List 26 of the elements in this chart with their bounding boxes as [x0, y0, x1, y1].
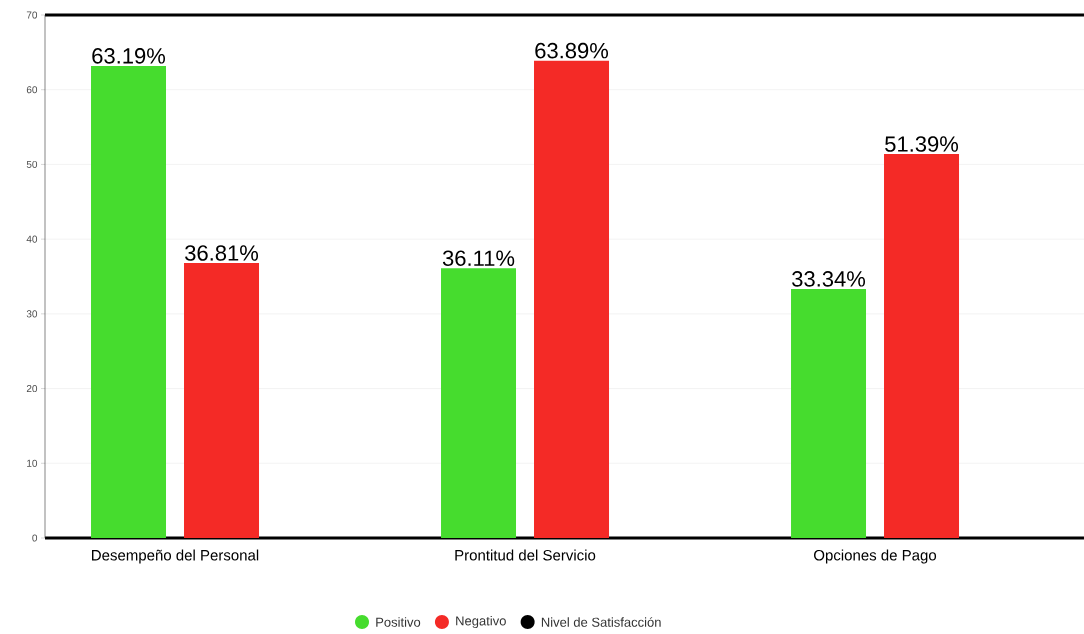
y-tick-label: 0	[32, 534, 38, 542]
y-tick-label: 50	[26, 160, 38, 168]
bar	[884, 154, 960, 538]
y-tick-label: 60	[26, 86, 38, 94]
bar	[441, 268, 517, 538]
y-tick-label: 70	[26, 11, 38, 19]
bar	[184, 262, 260, 538]
x-tick-label: Prontitud del Servicio	[455, 549, 596, 561]
bar	[91, 65, 167, 538]
data-label: 33.34%	[792, 271, 866, 287]
x-tick-label: Desempeño del Personal	[92, 549, 259, 564]
bar	[534, 60, 610, 538]
legend-label: Nivel de Satisfacción	[541, 617, 661, 627]
y-tick-label: 30	[26, 310, 38, 318]
bar	[791, 288, 867, 538]
x-tick-label: Opciones de Pago	[814, 549, 937, 564]
y-tick-label: 10	[27, 459, 38, 467]
legend-label: Positivo	[376, 617, 421, 627]
legend-label: Negativo	[456, 615, 506, 629]
data-label: 63.89%	[535, 42, 609, 59]
data-label: 36.11%	[442, 250, 515, 266]
data-label: 51.39%	[885, 136, 959, 152]
y-tick-label: 40	[26, 235, 38, 243]
data-label: 36.81%	[185, 245, 259, 261]
y-tick-label: 20	[26, 385, 38, 393]
data-label: 63.19%	[92, 48, 166, 64]
